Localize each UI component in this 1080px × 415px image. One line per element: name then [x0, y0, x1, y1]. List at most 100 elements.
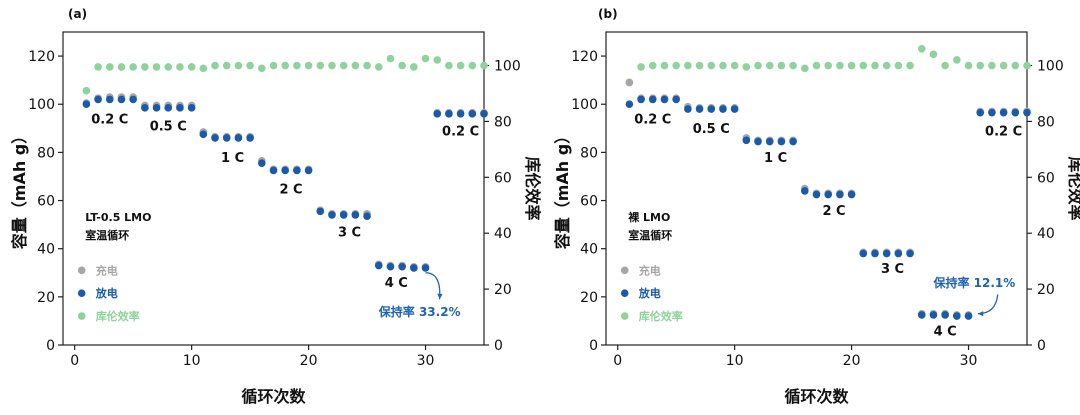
discharge-point — [894, 249, 903, 258]
efficiency-point — [94, 63, 102, 71]
rate-label: 4 C — [934, 324, 957, 339]
efficiency-point — [176, 63, 184, 71]
y-tick-label: 0 — [589, 338, 598, 354]
discharge-point — [742, 136, 751, 145]
discharge-point — [176, 104, 184, 112]
efficiency-point — [187, 63, 196, 71]
y2-tick-label: 0 — [494, 338, 503, 354]
discharge-point — [445, 110, 453, 118]
y2-axis-title: 库伦效率 — [1066, 156, 1080, 220]
legend-marker — [77, 289, 86, 298]
efficiency-point — [847, 61, 856, 70]
rate-label: 1 C — [764, 151, 787, 166]
discharge-point — [660, 95, 669, 104]
y-tick-label: 120 — [28, 49, 55, 65]
discharge-point — [625, 100, 634, 109]
efficiency-point — [917, 44, 926, 53]
chart-panel-b: (b) 0 10 20 30 0 20 40 60 80 100 120 0 20 40 60 80 100 循环次… — [553, 7, 1080, 406]
y-tick-label: 100 — [28, 97, 55, 113]
legend-marker — [620, 289, 629, 298]
efficiency-point — [211, 61, 219, 70]
efficiency-point — [152, 63, 161, 71]
efficiency-point — [386, 54, 395, 63]
discharge-point — [672, 95, 680, 104]
legend-marker — [77, 312, 86, 320]
efficiency-point — [906, 61, 914, 70]
y-tick-label: 60 — [37, 194, 55, 210]
discharge-point — [421, 264, 430, 272]
efficiency-point — [742, 63, 751, 71]
discharge-point — [374, 261, 383, 270]
rate-label: 0.2 C — [985, 125, 1022, 140]
y2-tick-label: 20 — [494, 282, 512, 298]
discharge-point — [164, 104, 173, 112]
discharge-point — [141, 104, 149, 112]
efficiency-point — [468, 61, 477, 70]
discharge-point — [976, 108, 985, 117]
efficiency-point — [433, 56, 442, 64]
efficiency-point — [398, 61, 406, 70]
rate-label: 3 C — [338, 226, 361, 241]
discharge-point — [222, 134, 231, 142]
efficiency-point — [105, 63, 114, 71]
legend-label: 放电 — [95, 286, 118, 300]
efficiency-point — [777, 61, 786, 70]
plot-frame — [605, 31, 1028, 346]
efficiency-point — [304, 61, 313, 70]
efficiency-point — [719, 61, 727, 70]
retention-label: 保持率 33.2% — [378, 304, 461, 319]
legend-label: 放电 — [638, 286, 661, 300]
y-axis-title: 容量（mAh g） — [553, 128, 572, 250]
efficiency-point — [293, 61, 301, 70]
discharge-point — [637, 95, 645, 104]
efficiency-point — [789, 61, 797, 70]
discharge-point — [316, 207, 325, 216]
efficiency-point — [801, 64, 809, 73]
efficiency-point — [339, 61, 348, 70]
efficiency-point — [1011, 61, 1020, 70]
discharge-point — [211, 134, 219, 142]
discharge-point — [199, 130, 208, 139]
x-tick-label: 30 — [960, 353, 978, 369]
y2-tick-label: 60 — [1037, 170, 1055, 186]
x-tick-label: 0 — [70, 353, 79, 369]
efficiency-point — [281, 61, 289, 70]
retention-arrowhead — [977, 311, 984, 317]
discharge-point — [871, 249, 879, 258]
discharge-point — [129, 95, 137, 104]
discharge-point — [824, 190, 832, 199]
discharge-point — [1011, 108, 1020, 117]
discharge-point — [964, 312, 973, 320]
efficiency-point — [894, 61, 903, 70]
y2-axis-title: 库伦效率 — [523, 156, 542, 220]
y-axis-title: 容量（mAh g） — [10, 128, 29, 250]
efficiency-point — [199, 64, 208, 73]
retention-arrowhead — [437, 293, 443, 300]
discharge-point — [456, 110, 465, 118]
rate-label: 0.5 C — [693, 122, 730, 137]
discharge-point — [433, 110, 442, 118]
retention-arrow — [425, 272, 441, 300]
discharge-point — [351, 211, 360, 219]
discharge-point — [328, 211, 336, 219]
discharge-point — [1023, 108, 1031, 117]
efficiency-point — [648, 61, 657, 70]
discharge-point — [281, 166, 289, 175]
charge-point — [625, 78, 634, 87]
y2-tick-label: 100 — [1037, 59, 1064, 75]
discharge-point — [684, 105, 692, 113]
efficiency-point — [964, 61, 973, 70]
rate-label: 0.2 C — [634, 112, 671, 127]
discharge-point — [258, 159, 266, 168]
discharge-point — [410, 264, 418, 272]
sample-title-line: 裸 LMO — [628, 210, 670, 224]
legend-marker — [620, 312, 629, 320]
discharge-point — [234, 134, 243, 142]
y2-tick-label: 40 — [1037, 226, 1055, 242]
discharge-point — [386, 262, 395, 271]
efficiency-point — [929, 50, 938, 59]
x-tick-label: 10 — [726, 353, 744, 369]
discharge-point — [363, 212, 371, 220]
efficiency-point — [1023, 61, 1031, 70]
y-tick-label: 80 — [37, 145, 55, 161]
